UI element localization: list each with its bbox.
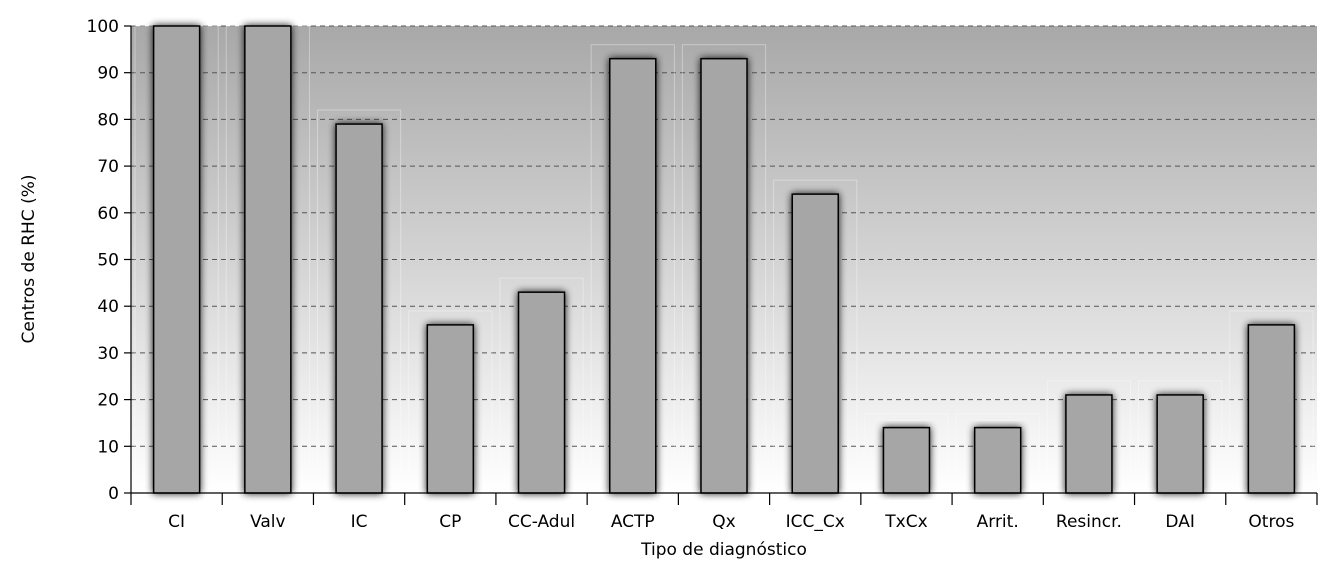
bar-actp [609,57,657,494]
x-tick-label: CI [168,512,185,532]
x-tick-label: Qx [712,512,735,532]
bar-ci [152,25,201,494]
bar-otros [1247,324,1296,494]
x-tick-label: ICC_Cx [786,512,845,532]
x-tick-label: ACTP [611,512,655,532]
y-tick-label: 20 [97,391,119,411]
y-ticks: 0 10 20 30 40 50 60 70 80 90 100 [87,17,131,504]
bars [134,25,1314,494]
x-ticks: CI Valv IC CP CC-Adul ACTP Qx ICC_Cx TxCx Arrit. R… [130,493,1318,532]
x-tick-label: CP [439,512,461,532]
y-tick-label: 60 [97,204,119,224]
bar-icc-cx [791,193,839,494]
y-tick-label: 30 [97,344,119,364]
x-tick-label: TxCx [884,512,927,532]
y-tick-label: 50 [97,251,119,271]
bar-cp [426,324,475,494]
y-tick-label: 40 [97,297,119,317]
y-tick-label: 70 [97,157,119,177]
x-tick-label: Valv [250,512,286,532]
x-tick-label: Otros [1248,512,1294,532]
x-tick-label: IC [351,512,368,532]
bar-cc-adul [517,291,566,494]
x-tick-label: CC-Adul [508,512,575,532]
y-tick-label: 10 [97,437,119,457]
bar-dai [1156,394,1204,494]
bar-resincr [1065,394,1113,494]
y-tick-label: 80 [97,110,119,130]
y-tick-label: 100 [87,17,119,37]
bar-valv [244,25,292,494]
y-axis-title: Centros de RHC (%) [19,175,39,344]
bar-qx [700,57,748,494]
bar-ic [335,123,383,494]
x-tick-label: Resincr. [1056,512,1122,532]
bar-txcx [882,426,931,494]
x-tick-label: Arrit. [977,512,1019,532]
bar-arrit [973,426,1022,494]
x-axis-title: Tipo de diagnóstico [640,540,807,560]
y-tick-label: 0 [108,484,119,504]
x-tick-label: DAI [1165,512,1194,532]
y-tick-label: 90 [97,64,119,84]
